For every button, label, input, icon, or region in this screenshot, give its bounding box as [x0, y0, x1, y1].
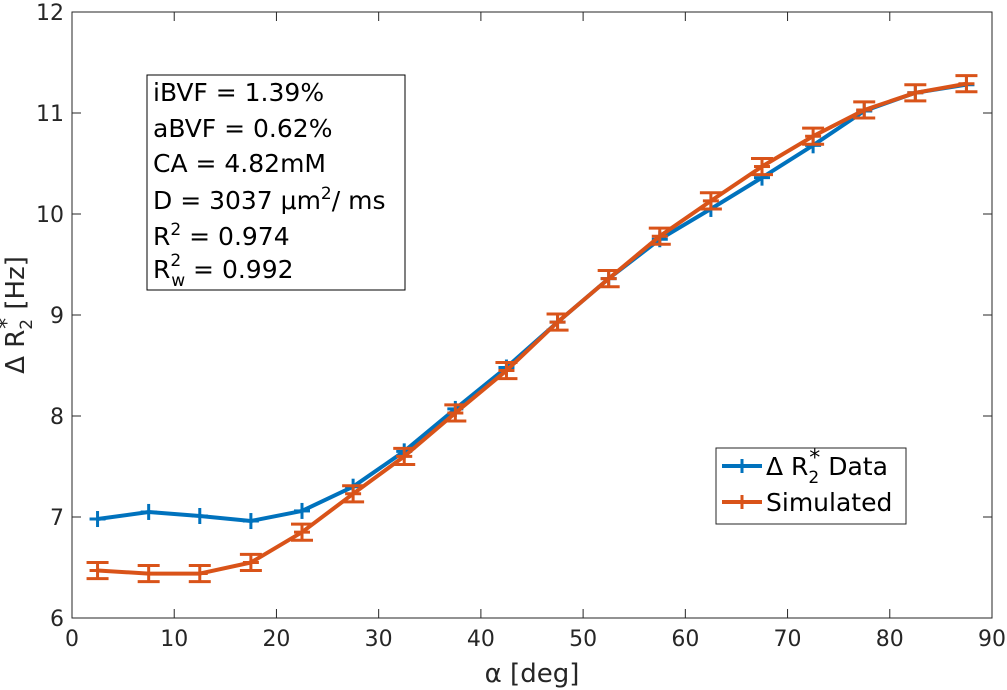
simulated-point: [188, 563, 211, 584]
x-tick-label: 70: [774, 627, 802, 652]
simulated-point: [648, 226, 671, 246]
annotation-r2-prefix: R: [153, 222, 170, 251]
annotation-rw2: R2 w = 0.992: [153, 251, 294, 291]
simulated-point: [495, 360, 518, 381]
simulated-line: [97, 81, 967, 576]
annotation-box: iBVF = 1.39% aBVF = 0.62% CA = 4.82mM D …: [146, 74, 406, 291]
x-axis-label: α [deg]: [485, 659, 580, 689]
y-tick-label: 12: [36, 1, 64, 26]
y-axis-label-sup: *: [0, 318, 20, 329]
legend-data-label-sub: 2: [808, 468, 819, 488]
x-tick-label: 20: [262, 627, 290, 652]
legend-data-label-base: Δ R: [766, 452, 808, 481]
legend-sim-label: Simulated: [766, 488, 892, 517]
legend-frame: [715, 447, 907, 525]
data-point: [191, 507, 208, 524]
y-tick-label: 9: [50, 304, 64, 329]
x-tick-label: 50: [569, 627, 597, 652]
x-tick-label: 30: [365, 627, 393, 652]
y-tick-label: 6: [50, 607, 64, 632]
annotation-d-sup: 2: [321, 184, 332, 204]
legend-data-label-sup: *: [809, 446, 820, 471]
y-axis-label-sub: 2: [17, 319, 37, 330]
simulated-point: [904, 83, 927, 103]
y-tick-label: 10: [36, 203, 64, 228]
y-tick-label: 7: [50, 506, 64, 531]
x-tick-label: 10: [160, 627, 188, 652]
simulated-point: [86, 560, 109, 581]
annotation-rw2-sup: 2: [170, 251, 181, 271]
annotation-rw2-prefix: R: [153, 255, 170, 284]
data-point: [89, 511, 106, 528]
annotation-rw2-value: = 0.992: [185, 255, 293, 284]
simulated-point: [239, 552, 262, 573]
annotation-r2: R2 = 0.974: [153, 220, 290, 251]
simulated-point: [291, 522, 313, 542]
simulated-point: [955, 74, 978, 94]
annotation-d: D = 3037 μm2/ ms: [153, 184, 386, 215]
series-simulated: [86, 74, 978, 584]
simulated-point: [546, 312, 569, 332]
x-tick-label: 90: [978, 627, 1006, 652]
simulated-point: [802, 126, 825, 146]
data-point: [242, 513, 259, 530]
annotation-d-prefix: D = 3037 μm: [153, 186, 321, 215]
x-tick-label: 40: [467, 627, 495, 652]
legend: Δ R2* Data Simulated: [715, 446, 907, 525]
ticks: 0 10 20 30 40 50 60 70 80 90 6 7 8 9 10 11 12: [36, 1, 1006, 652]
annotation-d-suffix: / ms: [332, 186, 386, 215]
y-tick-label: 11: [36, 102, 64, 127]
simulated-point: [597, 269, 620, 289]
legend-data-label: Δ R2* Data: [766, 446, 888, 488]
series: [86, 74, 978, 584]
y-axis-label: Δ R2* [Hz]: [0, 256, 37, 374]
data-point: [140, 503, 157, 520]
simulated-point: [137, 563, 160, 584]
y-axis-label-base: Δ R: [1, 330, 31, 374]
annotation-ca: CA = 4.82mM: [153, 149, 326, 178]
y-axis-label-unit: [Hz]: [1, 256, 31, 318]
simulated-point: [853, 100, 876, 120]
annotation-r2-value: = 0.974: [181, 222, 289, 251]
y-tick-label: 8: [50, 405, 64, 430]
x-tick-label: 60: [671, 627, 699, 652]
simulated-point: [342, 484, 365, 504]
annotation-r2-sup: 2: [170, 220, 181, 240]
annotation-ibvf: iBVF = 1.39%: [153, 78, 324, 107]
x-tick-label: 0: [65, 627, 79, 652]
simulated-point: [444, 403, 467, 423]
annotation-frame: [146, 74, 406, 291]
annotation-abvf: aBVF = 0.62%: [153, 114, 332, 143]
legend-data-label-tail: Data: [820, 452, 888, 481]
simulated-point: [751, 156, 773, 177]
annotation-rw2-sub: w: [171, 271, 185, 291]
simulated-point: [699, 191, 722, 211]
simulated-point: [393, 446, 416, 466]
x-tick-label: 80: [876, 627, 904, 652]
data-point: [294, 502, 310, 519]
